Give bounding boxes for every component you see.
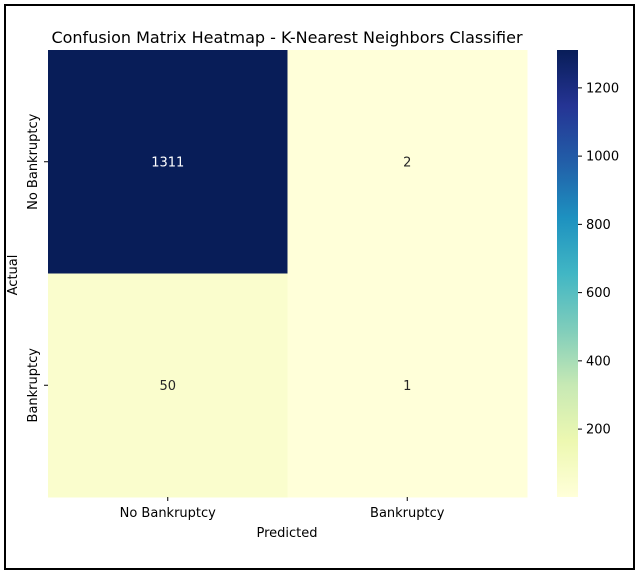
colorbar-tick-label-3: 800 <box>586 218 611 233</box>
heatmap-cell-r0-c1 <box>287 50 528 274</box>
colorbar-tick-label-4: 1000 <box>586 150 619 165</box>
x-tick-label-0: No Bankruptcy <box>120 506 217 521</box>
colorbar-tick-label-0: 200 <box>586 423 611 438</box>
x-axis-label: Predicted <box>256 526 317 541</box>
y-axis-label: Actual <box>6 255 21 296</box>
cell-value-r0-c0: 1311 <box>151 155 184 170</box>
cell-value-r0-c1: 2 <box>403 155 411 170</box>
x-tick-label-1: Bankruptcy <box>370 506 445 521</box>
heatmap-cell-r1-c0 <box>48 273 288 498</box>
colorbar <box>557 50 578 497</box>
heatmap-cell-r1-c1 <box>287 273 528 498</box>
heatmap-cell-r0-c0 <box>48 50 288 274</box>
y-tick-label-0: No Bankruptcy <box>26 113 41 210</box>
colorbar-tick-label-5: 1200 <box>586 81 619 96</box>
chart-title: Confusion Matrix Heatmap - K-Nearest Nei… <box>51 28 523 47</box>
cell-value-r1-c0: 50 <box>159 379 176 394</box>
colorbar-tick-label-2: 600 <box>586 286 611 301</box>
y-tick-label-1: Bankruptcy <box>26 348 41 423</box>
cell-value-r1-c1: 1 <box>403 379 411 394</box>
colorbar-tick-label-1: 400 <box>586 354 611 369</box>
